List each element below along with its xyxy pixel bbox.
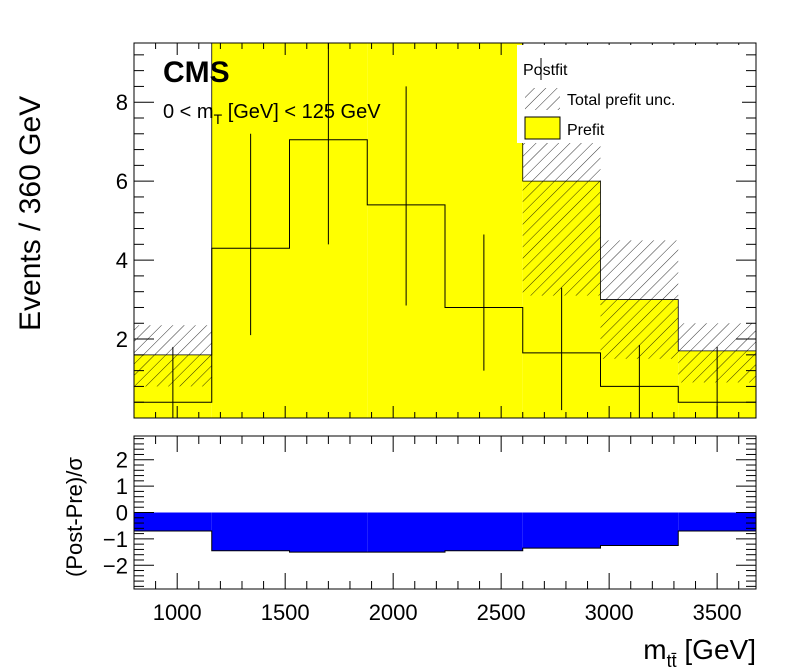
uncertainty-band: [600, 240, 679, 359]
ratio-bar: [134, 512, 212, 531]
ratio-bar: [522, 512, 601, 549]
ratio-bar: [678, 512, 756, 531]
legend-postfit-label: Postfit: [523, 62, 568, 79]
ratio-bar: [289, 512, 368, 553]
ratio-outline: [134, 530, 756, 553]
ratio-bar: [445, 512, 523, 551]
legend: Postfit Total prefit unc. Prefit: [517, 45, 742, 143]
ratio-y-tick-label: −2: [103, 553, 128, 578]
x-tick-label: 1000: [153, 600, 202, 625]
y-tick-label: 2: [116, 327, 128, 352]
ratio-y-tick-label: 1: [116, 474, 128, 499]
x-tick-label: 2500: [477, 600, 526, 625]
legend-uncertainty-swatch: [525, 88, 560, 110]
y-tick-label: 4: [116, 248, 128, 273]
ratio-y-tick-label: 2: [116, 448, 128, 473]
x-tick-label: 3500: [693, 600, 742, 625]
y-tick-label: 8: [116, 90, 128, 115]
main-postfit-layer: [134, 43, 756, 418]
x-tick-label: 3000: [585, 600, 634, 625]
legend-uncertainty-label: Total prefit unc.: [567, 92, 676, 109]
legend-prefit-label: Prefit: [567, 122, 605, 139]
ratio-y-tick-label: −1: [103, 527, 128, 552]
y-axis-label-main: Events / 360 GeV: [14, 96, 47, 331]
x-tick-label: 1500: [261, 600, 310, 625]
x-tick-label: 2000: [369, 600, 418, 625]
y-tick-label: 6: [116, 169, 128, 194]
y-axis-label-ratio: (Post-Pre)/σ: [62, 457, 87, 577]
ratio-layer: [134, 512, 756, 553]
x-axis-label: mtt̄ [GeV]: [643, 634, 756, 671]
main-ticks: 2 4 6 8: [116, 43, 756, 419]
ratio-bar: [367, 512, 445, 553]
ratio-y-tick-label: 0: [116, 501, 128, 526]
region-label: 0 < mT [GeV] < 125 GeV: [163, 101, 381, 127]
ratio-bar: [600, 512, 679, 546]
uncertainty-band: [522, 141, 601, 296]
main-frame: [133, 42, 757, 419]
legend-prefit-swatch: [524, 116, 561, 140]
cms-label: CMS: [163, 56, 230, 89]
ratio-bar: [211, 512, 290, 551]
